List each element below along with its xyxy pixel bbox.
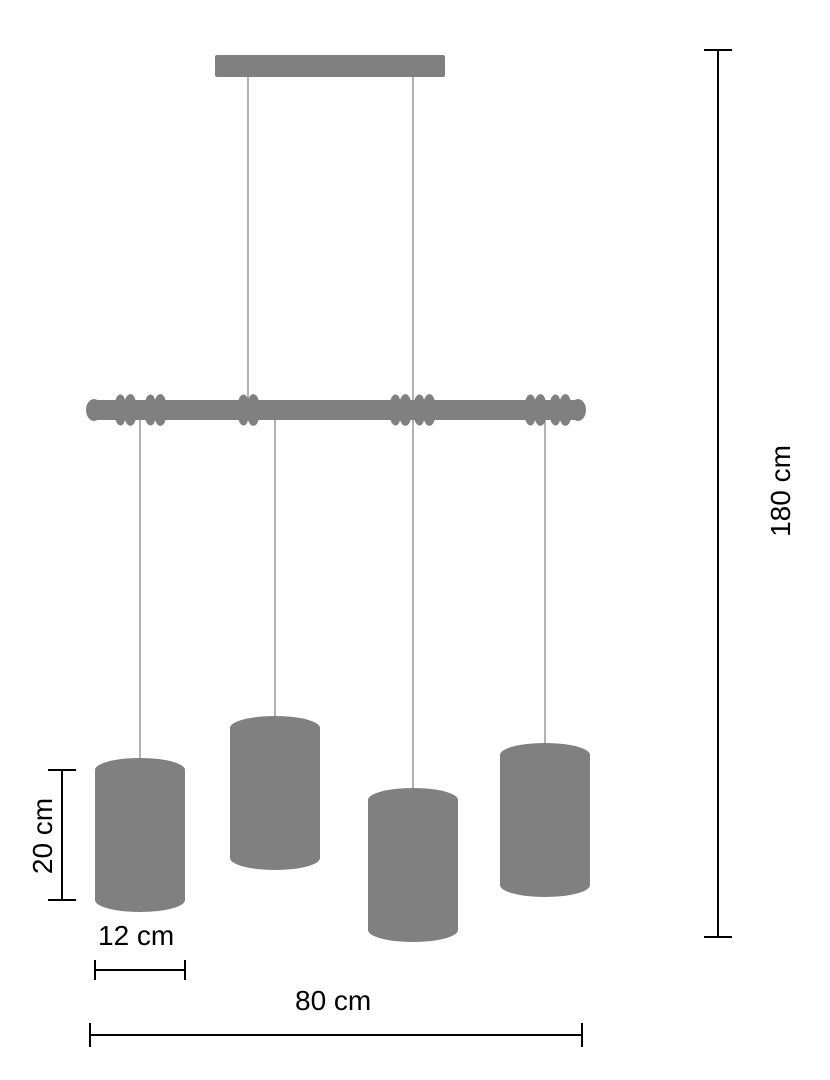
ceiling-plate	[215, 55, 445, 77]
lamp-diagram	[0, 0, 830, 1080]
dim-label-shade-height: 20 cm	[27, 798, 59, 874]
bar-knot	[390, 394, 411, 426]
bar-knot	[550, 394, 571, 426]
pendant-shade	[230, 728, 320, 858]
bar-knot	[525, 394, 546, 426]
bar-knot	[414, 394, 435, 426]
pendant-shade	[95, 770, 185, 900]
bar-knot	[115, 394, 136, 426]
dim-label-width-total: 80 cm	[295, 985, 371, 1017]
diagram-stage: 180 cm 20 cm 12 cm 80 cm	[0, 0, 830, 1080]
pendant-shade	[500, 755, 590, 885]
dim-label-height-total: 180 cm	[765, 445, 797, 537]
pendant-shade	[368, 800, 458, 930]
bar-knot	[145, 394, 166, 426]
dim-label-shade-width: 12 cm	[98, 920, 174, 952]
